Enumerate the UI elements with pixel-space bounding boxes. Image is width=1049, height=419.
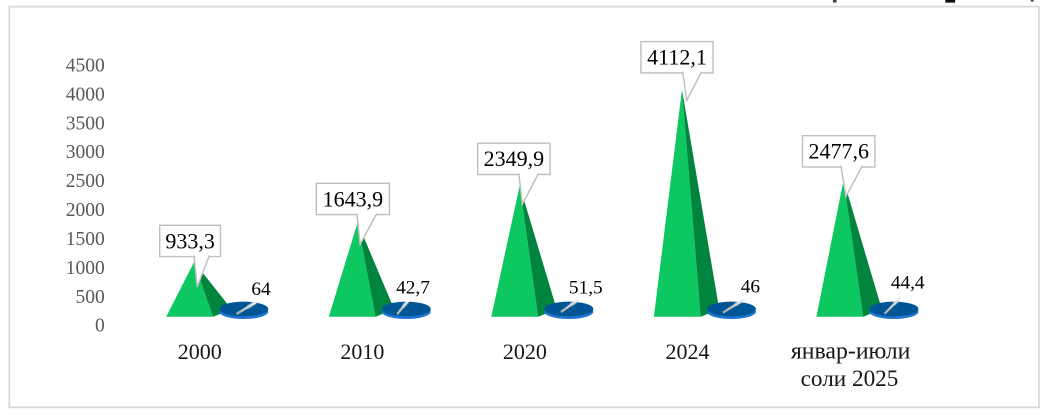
svg-text:соли 2025: соли 2025 bbox=[801, 366, 899, 392]
svg-text:1500: 1500 bbox=[66, 229, 105, 250]
svg-text:2020: 2020 bbox=[503, 339, 547, 364]
svg-text:500: 500 bbox=[76, 287, 105, 308]
svg-text:64: 64 bbox=[251, 279, 271, 300]
svg-text:0: 0 bbox=[95, 316, 105, 337]
svg-text:51,5: 51,5 bbox=[569, 278, 603, 299]
svg-text:январ-июли: январ-июли bbox=[791, 339, 911, 365]
svg-text:1643,9: 1643,9 bbox=[323, 186, 384, 211]
svg-text:3000: 3000 bbox=[66, 142, 105, 163]
svg-text:3500: 3500 bbox=[66, 113, 105, 134]
svg-text:933,3: 933,3 bbox=[165, 228, 215, 253]
svg-text:44,4: 44,4 bbox=[891, 273, 925, 294]
svg-text:2477,6: 2477,6 bbox=[808, 139, 869, 164]
svg-text:2010: 2010 bbox=[340, 339, 384, 364]
svg-text:2349,9: 2349,9 bbox=[484, 146, 545, 171]
svg-text:2000: 2000 bbox=[66, 200, 105, 221]
svg-text:2500: 2500 bbox=[66, 171, 105, 192]
svg-text:4500: 4500 bbox=[66, 56, 105, 77]
svg-text:46: 46 bbox=[741, 277, 761, 298]
svg-text:42,7: 42,7 bbox=[396, 277, 430, 298]
svg-text:4112,1: 4112,1 bbox=[647, 45, 707, 70]
svg-text:2000: 2000 bbox=[178, 339, 222, 364]
svg-text:1000: 1000 bbox=[66, 258, 105, 279]
svg-text:4000: 4000 bbox=[66, 84, 105, 105]
svg-text:2024: 2024 bbox=[665, 339, 709, 364]
